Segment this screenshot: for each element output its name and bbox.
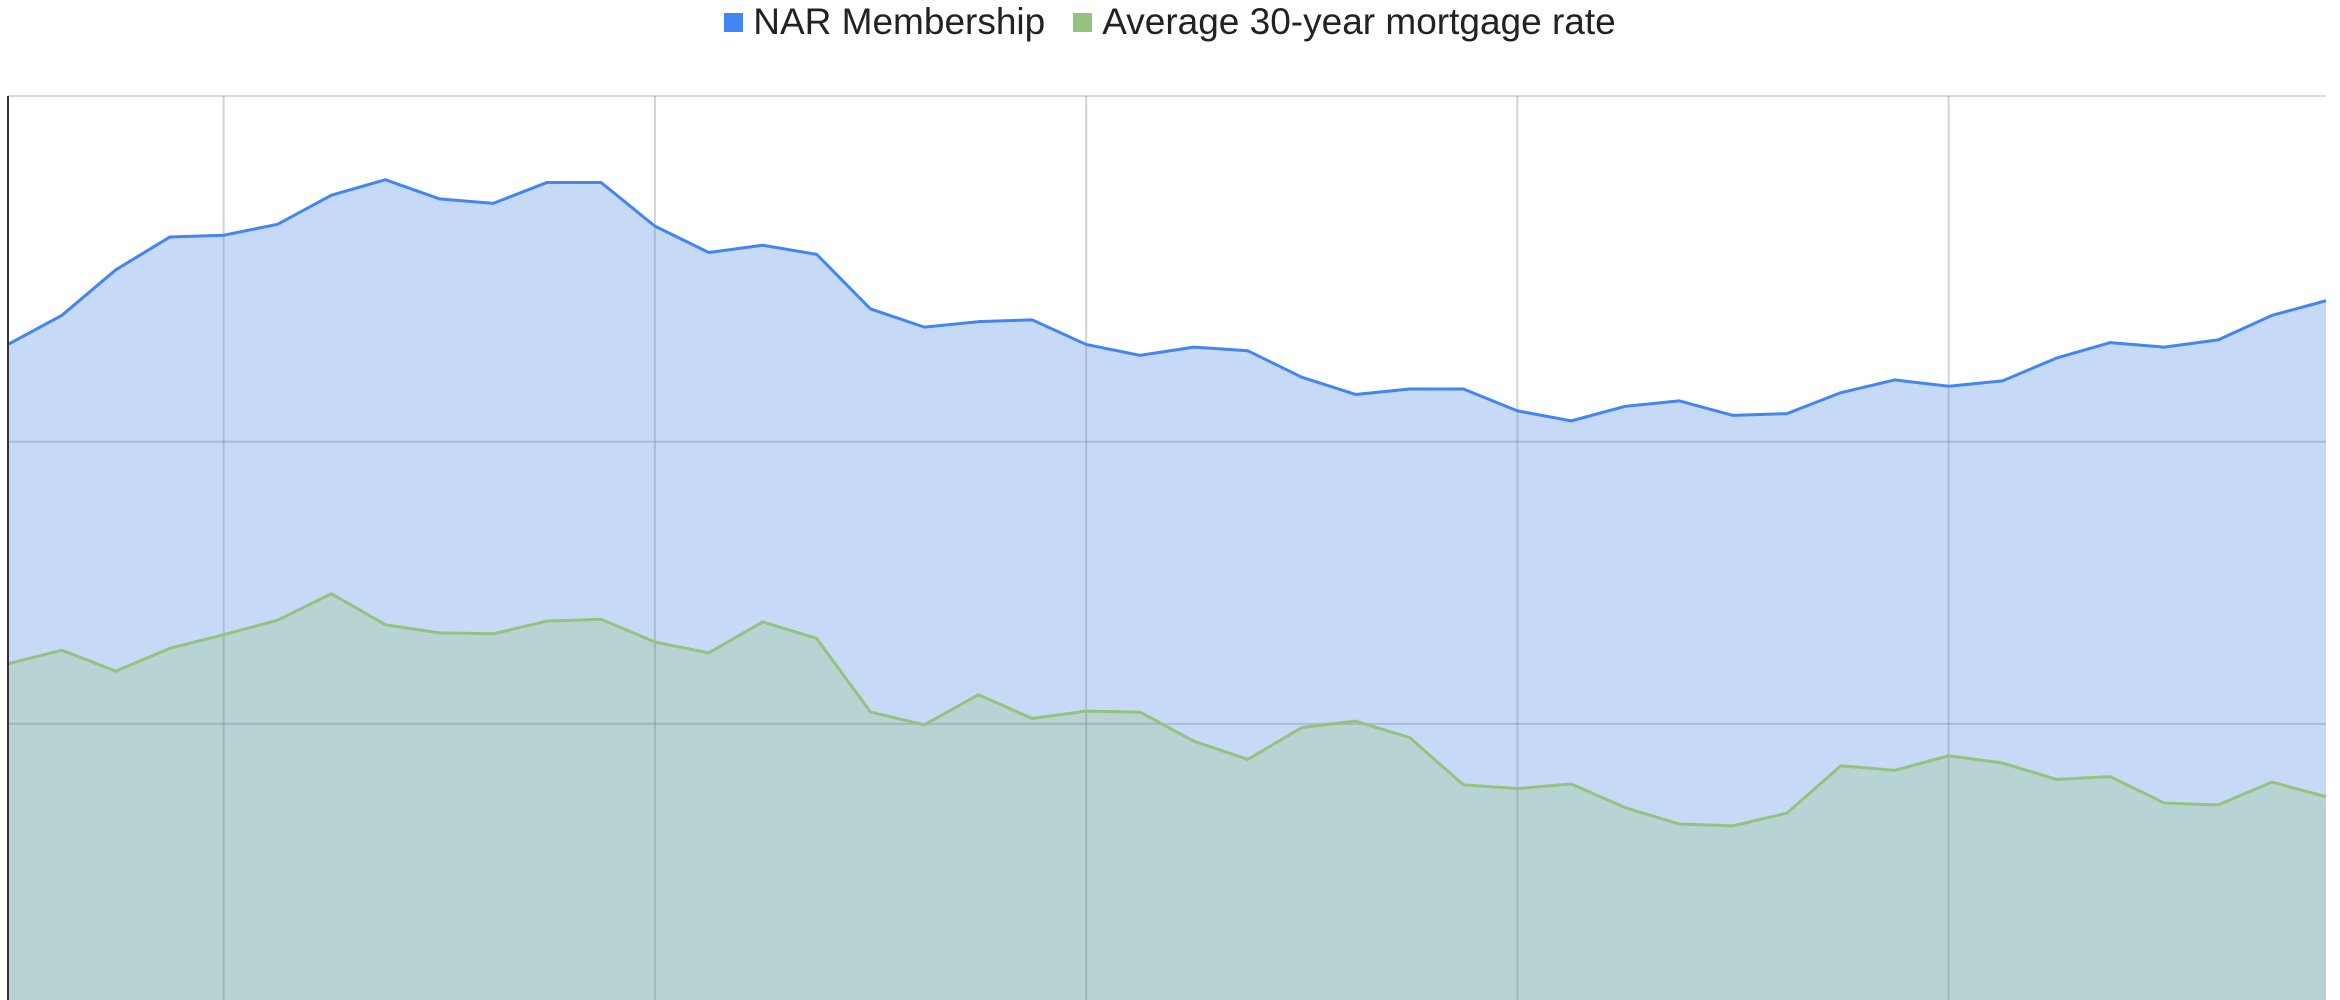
series-lines <box>7 178 2327 828</box>
gridlines <box>8 95 2326 1000</box>
legend-item: NAR Membership <box>724 1 1045 43</box>
area-series-1 <box>8 593 2326 1000</box>
legend-label: Average 30-year mortgage rate <box>1102 1 1616 42</box>
legend-label: NAR Membership <box>753 1 1046 42</box>
line-series-1 <box>7 592 2327 828</box>
line-series-0 <box>7 178 2327 423</box>
legend-swatch <box>724 12 744 32</box>
chart-legend: NAR Membership Average 30-year mortgage r… <box>0 0 2340 44</box>
series-areas <box>8 179 2326 1000</box>
legend-item: Average 30-year mortgage rate <box>1073 1 1616 43</box>
legend-swatch <box>1073 12 1093 32</box>
